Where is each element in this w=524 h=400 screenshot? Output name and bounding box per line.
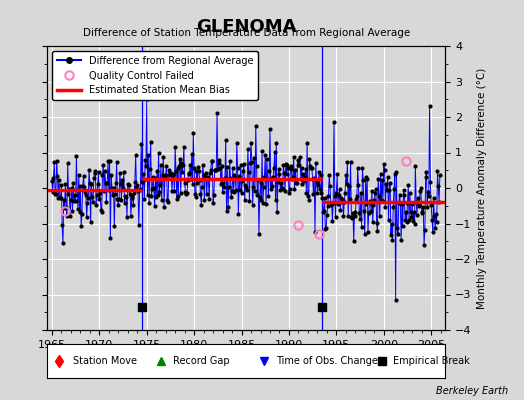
Y-axis label: Monthly Temperature Anomaly Difference (°C): Monthly Temperature Anomaly Difference (… <box>477 67 487 309</box>
Text: Time of Obs. Change: Time of Obs. Change <box>276 356 378 366</box>
Text: Berkeley Earth: Berkeley Earth <box>436 386 508 396</box>
Text: Difference of Station Temperature Data from Regional Average: Difference of Station Temperature Data f… <box>83 28 410 38</box>
Text: Station Move: Station Move <box>73 356 137 366</box>
Text: Empirical Break: Empirical Break <box>393 356 470 366</box>
Text: Record Gap: Record Gap <box>172 356 229 366</box>
Text: GLENOMA: GLENOMA <box>196 18 297 36</box>
Legend: Difference from Regional Average, Quality Control Failed, Estimated Station Mean: Difference from Regional Average, Qualit… <box>52 51 258 100</box>
